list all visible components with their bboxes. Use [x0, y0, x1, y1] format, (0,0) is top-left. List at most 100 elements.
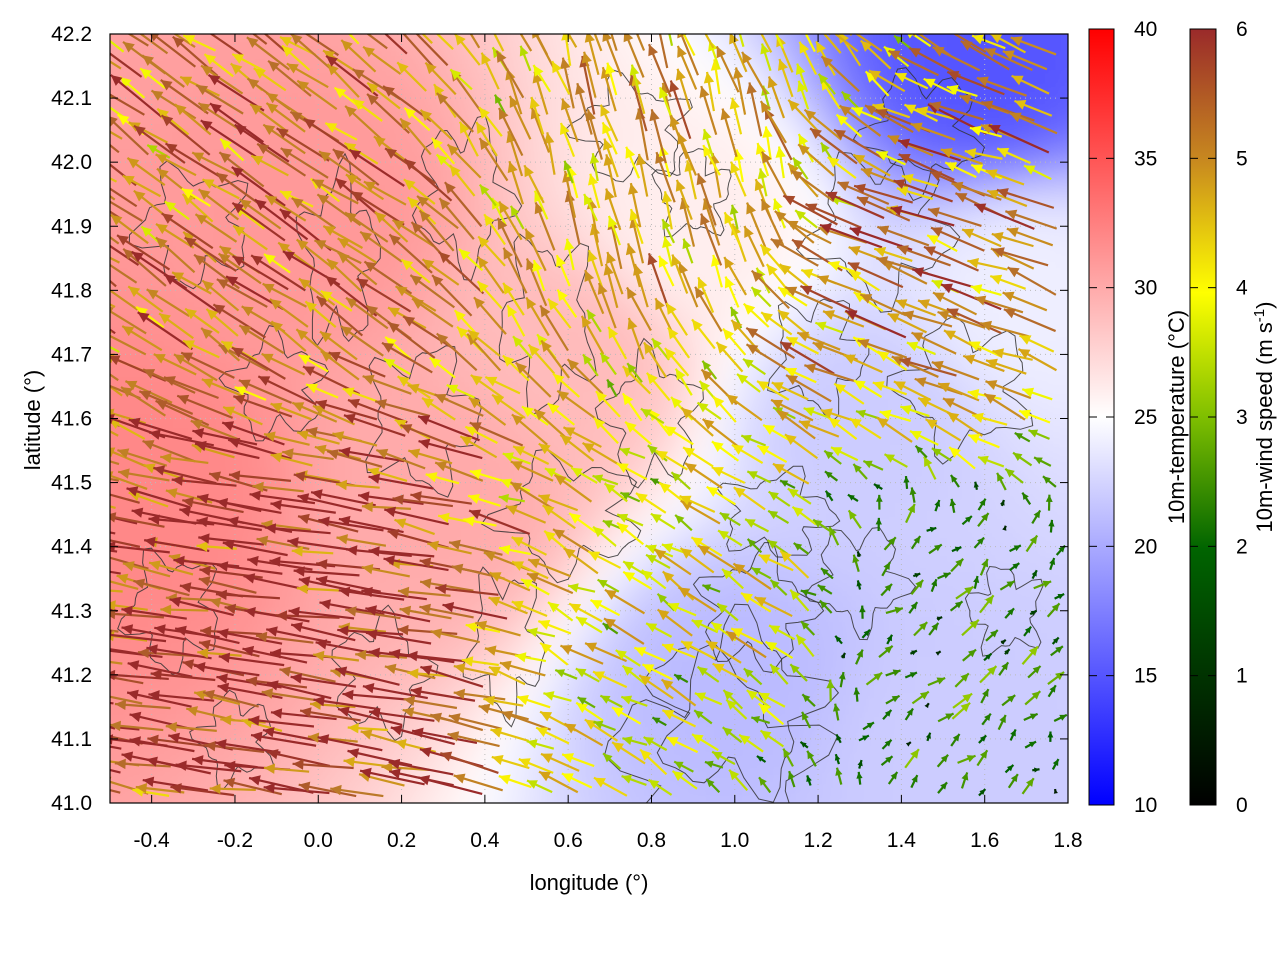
wind-arrow-shaft [110, 695, 143, 705]
heatmap-cell [1006, 849, 1028, 868]
wind-arrow-head [448, 713, 461, 724]
heatmap-cell [527, 4, 549, 23]
heatmap-cell [693, 4, 715, 23]
wind-arrow-head [92, 551, 104, 561]
wind-arrow-head [334, 87, 347, 99]
wind-arrow-head [345, 174, 358, 185]
heatmap-cell [1005, 549, 1028, 569]
wind-arrow-head [135, 783, 148, 794]
wind-arrow-head [228, 437, 241, 448]
heatmap-cell [1047, 56, 1068, 76]
heatmap-cell [110, 602, 111, 622]
heatmap-cell [443, 814, 465, 833]
heatmap-cell [943, 796, 965, 803]
heatmap-cell [818, 497, 840, 516]
heatmap-cell [880, 655, 903, 675]
wind-arrow-head [435, 583, 447, 595]
wind-arrow-head [502, 355, 515, 367]
heatmap-cell [68, 321, 90, 340]
heatmap-cell [276, 585, 299, 604]
heatmap-cell [110, 232, 111, 252]
heatmap-cell [734, 391, 757, 410]
wind-arrow-shaft [420, 665, 484, 688]
heatmap-cell [464, 56, 486, 76]
wind-arrow-shaft [411, 729, 478, 745]
wind-arrow-shaft [383, 557, 449, 572]
heatmap-cell [193, 34, 216, 40]
heatmap-cell [526, 637, 549, 657]
heatmap-cell [110, 126, 111, 146]
heatmap-cell [672, 778, 695, 798]
wind-arrow-shaft [129, 738, 195, 753]
heatmap-cell [193, 197, 216, 217]
heatmap-cell [255, 602, 278, 622]
wind-arrow-head [278, 242, 290, 254]
wind-arrow-head [297, 430, 309, 441]
heatmap-cell [651, 796, 674, 803]
wind-arrow-head [513, 446, 526, 456]
wind-arrow-shaft [324, 275, 378, 317]
heatmap-cell [547, 796, 570, 803]
wind-arrow-head [338, 706, 350, 717]
heatmap-cell [880, 391, 903, 410]
wind-arrow-head [338, 586, 351, 597]
wind-arrow-head [325, 123, 338, 133]
heatmap-cell [339, 338, 361, 358]
wind-arrow-shaft [196, 519, 262, 532]
wind-arrow-head [110, 608, 116, 620]
heatmap-cell [818, 602, 840, 622]
wind-arrow-head [231, 347, 244, 358]
wind-arrow-head [430, 628, 443, 639]
heatmap-cell [776, 832, 798, 851]
heatmap-cell [651, 109, 674, 128]
heatmap-cell [797, 373, 820, 393]
heatmap-cell [1068, 197, 1090, 216]
heatmap-cell [526, 391, 549, 410]
wind-arrow-head [181, 352, 194, 362]
wind-arrow-head [342, 14, 354, 25]
heatmap-cell [526, 38, 549, 58]
heatmap-cell [110, 426, 132, 446]
wind-arrow-head [385, 148, 397, 159]
wind-arrow-head [136, 306, 148, 318]
heatmap-cell [1006, 4, 1028, 23]
wind-arrow-head [406, 650, 418, 662]
wind-arrow-head [319, 151, 331, 162]
wind-arrow-head [397, 586, 410, 598]
heatmap-cell [734, 602, 757, 622]
wind-arrow-head [483, 695, 495, 706]
heatmap-cell [838, 549, 861, 569]
heatmap-cell [984, 761, 1007, 780]
wind-arrow-shaft [121, 608, 187, 620]
wind-arrow-head [173, 555, 185, 567]
heatmap-cell [172, 567, 195, 587]
heatmap-cell [943, 461, 965, 481]
heatmap-cell [713, 497, 736, 516]
wind-arrow-shaft [110, 589, 123, 593]
heatmap-cell [464, 74, 486, 93]
heatmap-cell [943, 356, 965, 375]
wind-arrow-head [123, 41, 135, 53]
wind-arrow-head [374, 211, 387, 223]
wind-arrow-head [253, 68, 266, 79]
heatmap-cell [297, 4, 319, 23]
wind-arrow-head [79, 584, 90, 595]
wind-arrow-head [156, 223, 168, 235]
heatmap-cell [839, 4, 861, 23]
wind-arrow-head [146, 756, 158, 767]
heatmap-cell [255, 38, 278, 58]
heatmap-cell [68, 109, 90, 128]
heatmap-cell [110, 743, 111, 763]
wind-arrow-head [146, 289, 159, 300]
heatmap-cell [943, 743, 965, 763]
wind-arrow-head [120, 77, 132, 89]
wind-arrow-head [70, 246, 82, 257]
heatmap-cell [339, 267, 361, 287]
wind-arrow-head [137, 647, 150, 659]
heatmap-cell [1068, 233, 1090, 252]
heatmap-cell [1026, 4, 1048, 23]
heatmap-cell [277, 814, 299, 833]
wind-arrow-head [519, 45, 529, 57]
heatmap-cell [568, 285, 590, 305]
wind-arrow-head [122, 175, 135, 186]
